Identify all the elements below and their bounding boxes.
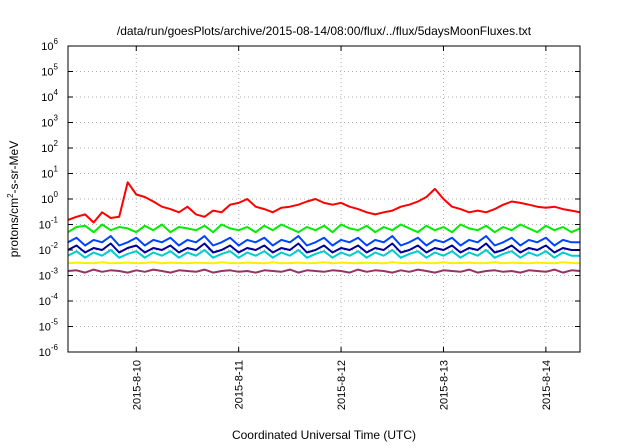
y-tick-base: 10 xyxy=(39,347,51,359)
y-tick-label: 105 xyxy=(41,63,58,79)
y-tick-exponent: -5 xyxy=(51,318,59,327)
y-tick-label: 101 xyxy=(41,165,58,181)
y-tick-exponent: 4 xyxy=(54,88,59,97)
y-tick-label: 103 xyxy=(41,114,58,130)
y-tick-exponent: 1 xyxy=(54,165,59,174)
y-tick-label: 10-5 xyxy=(39,318,59,334)
y-tick-exponent: -2 xyxy=(51,241,59,250)
series-line-6 xyxy=(68,261,580,265)
x-tick-label: 2015-8-10 xyxy=(131,360,143,410)
y-tick-base: 10 xyxy=(41,67,53,79)
y-axis-label-base: protons/cm xyxy=(7,198,21,257)
y-tick-exponent: -4 xyxy=(51,292,59,301)
series-line-7 xyxy=(68,268,580,274)
y-axis-ticks: 10-610-510-410-310-210-11001011021031041… xyxy=(39,37,580,359)
y-tick-label: 10-6 xyxy=(39,343,59,359)
chart-title: /data/run/goesPlots/archive/2015-08-14/0… xyxy=(117,24,532,38)
y-axis-label: protons/cm2-s-sr-MeV xyxy=(6,141,21,257)
series-group xyxy=(68,181,580,274)
y-axis-label-superscript: 2 xyxy=(6,193,15,198)
y-tick-exponent: -3 xyxy=(51,267,59,276)
series-line-1 xyxy=(68,181,580,224)
x-axis-label: Coordinated Universal Time (UTC) xyxy=(232,428,416,442)
y-tick-base: 10 xyxy=(41,41,53,53)
series-line-5 xyxy=(68,249,580,259)
y-tick-exponent: -6 xyxy=(51,343,59,352)
y-tick-exponent: 6 xyxy=(54,37,59,46)
x-axis-ticks: 2015-8-10 2015-8-11 2015-8-12 2015-8-13 2015… xyxy=(131,46,553,410)
y-tick-base: 10 xyxy=(39,322,51,334)
y-tick-exponent: 5 xyxy=(54,63,59,72)
series-line-3 xyxy=(68,235,580,247)
series-line-4 xyxy=(68,242,580,254)
y-axis-label-unit: -s-sr-MeV xyxy=(7,141,21,194)
y-tick-label: 104 xyxy=(41,88,58,104)
series-line-2 xyxy=(68,223,580,234)
y-tick-label: 10-3 xyxy=(39,267,59,283)
y-tick-base: 10 xyxy=(39,245,51,257)
x-tick-label: 2015-8-14 xyxy=(541,360,553,410)
y-tick-label: 10-4 xyxy=(39,292,59,308)
y-tick-exponent: 3 xyxy=(54,114,59,123)
y-tick-base: 10 xyxy=(41,92,53,104)
y-tick-base: 10 xyxy=(41,143,53,155)
x-tick-label: 2015-8-12 xyxy=(336,360,348,410)
grid-lines xyxy=(68,46,580,352)
y-tick-exponent: 2 xyxy=(54,139,59,148)
y-tick-base: 10 xyxy=(39,271,51,283)
y-tick-exponent: -1 xyxy=(51,216,59,225)
y-tick-base: 10 xyxy=(39,220,51,232)
y-tick-base: 10 xyxy=(41,118,53,130)
y-tick-label: 102 xyxy=(41,139,58,155)
y-tick-label: 100 xyxy=(41,190,58,206)
y-tick-exponent: 0 xyxy=(54,190,59,199)
y-tick-label: 106 xyxy=(41,37,58,53)
x-tick-label: 2015-8-13 xyxy=(438,360,450,410)
y-tick-label: 10-2 xyxy=(39,241,59,257)
y-tick-base: 10 xyxy=(41,194,53,206)
y-tick-label: 10-1 xyxy=(39,216,59,232)
y-tick-base: 10 xyxy=(41,169,53,181)
y-tick-base: 10 xyxy=(39,296,51,308)
x-tick-label: 2015-8-11 xyxy=(234,360,246,409)
